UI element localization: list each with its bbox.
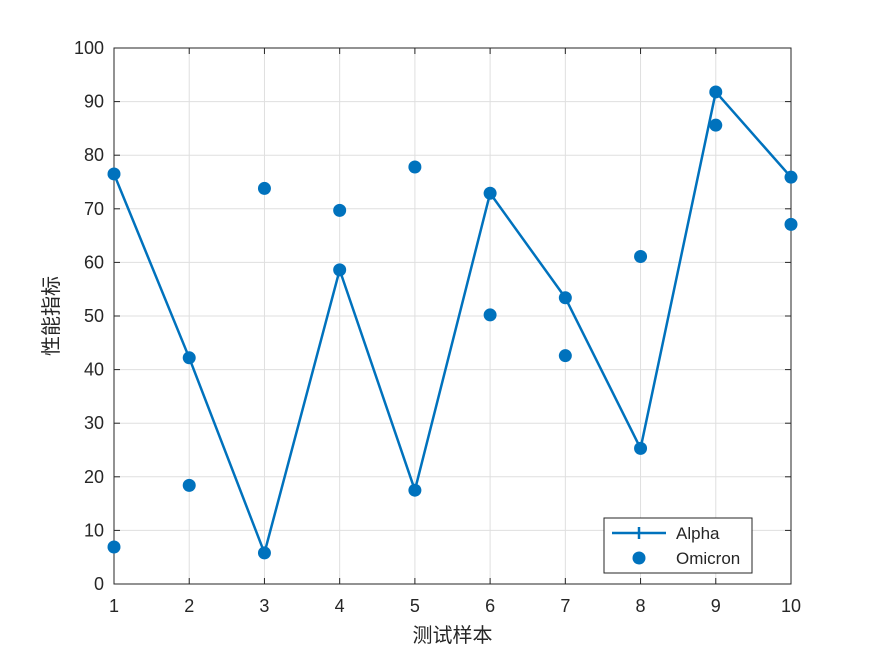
x-tick-label: 5 [410, 596, 420, 616]
y-tick-label: 30 [84, 413, 104, 433]
y-tick-label: 40 [84, 360, 104, 380]
x-tick-label: 2 [184, 596, 194, 616]
y-tick-label: 70 [84, 199, 104, 219]
plot-frame [113, 47, 792, 585]
axes [113, 47, 792, 585]
y-tick-label: 10 [84, 520, 104, 540]
series-omicron [107, 118, 798, 554]
series-line [112, 90, 792, 555]
data-point [483, 308, 497, 322]
y-tick-label: 100 [74, 38, 104, 58]
x-tick-label: 1 [109, 596, 119, 616]
data-point [257, 181, 271, 195]
data-point [107, 167, 121, 181]
y-tick-label: 90 [84, 92, 104, 112]
data-point [257, 546, 271, 560]
data-point [709, 85, 723, 99]
data-point [709, 118, 723, 132]
data-point [558, 291, 572, 305]
y-tick-labels: 0 10 20 30 40 50 60 70 80 90 100 [74, 38, 104, 594]
data-point [784, 217, 798, 231]
x-tick-labels: 1 2 3 4 5 6 7 8 9 10 [109, 596, 801, 616]
data-point [634, 441, 648, 455]
legend: Alpha Omicron [603, 517, 753, 574]
legend-omicron-label: Omicron [676, 549, 740, 568]
x-tick-label: 3 [259, 596, 269, 616]
legend-omicron-marker [632, 551, 646, 565]
data-series [107, 85, 798, 560]
data-point [408, 160, 422, 174]
data-point [483, 186, 497, 200]
legend-alpha-label: Alpha [676, 524, 720, 543]
data-point [107, 540, 121, 554]
x-axis-label: 测试样本 [413, 623, 493, 647]
data-point [333, 203, 347, 217]
y-tick-label: 60 [84, 252, 104, 272]
data-point [634, 250, 648, 264]
y-tick-label: 50 [84, 306, 104, 326]
y-tick-label: 80 [84, 145, 104, 165]
x-tick-label: 10 [781, 596, 801, 616]
y-tick-label: 0 [94, 574, 104, 594]
x-tick-label: 7 [560, 596, 570, 616]
data-point [182, 478, 196, 492]
y-axis-label: 性能指标 [39, 276, 63, 356]
x-tick-label: 4 [335, 596, 345, 616]
y-tick-label: 20 [84, 467, 104, 487]
data-point [182, 351, 196, 365]
data-point [333, 263, 347, 277]
series-alpha [107, 85, 798, 560]
data-point [784, 170, 798, 184]
x-tick-label: 8 [636, 596, 646, 616]
x-tick-label: 9 [711, 596, 721, 616]
data-point [408, 483, 422, 497]
data-point [558, 349, 572, 363]
legend-box [603, 517, 753, 574]
x-tick-label: 6 [485, 596, 495, 616]
